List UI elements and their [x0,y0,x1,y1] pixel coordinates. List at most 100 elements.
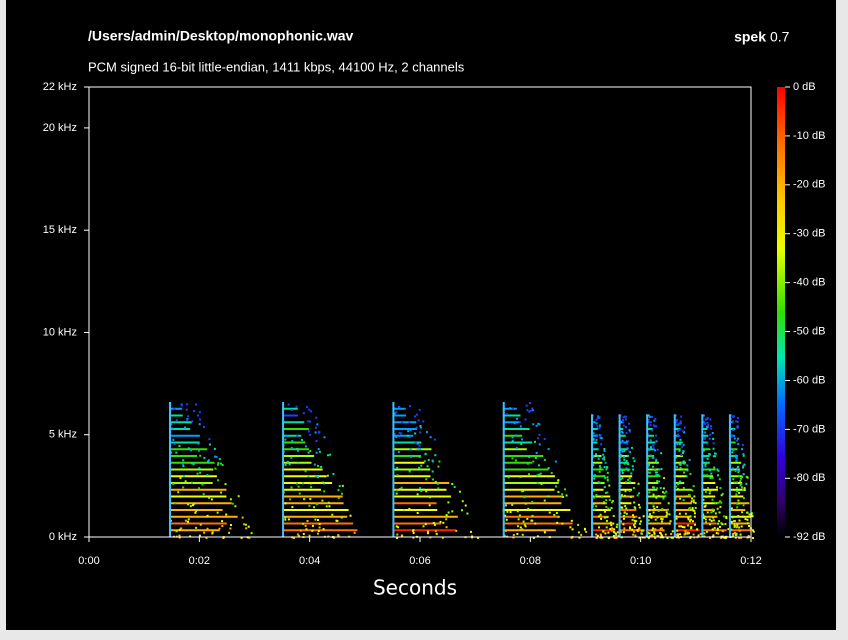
noise [627,440,629,442]
noise [694,512,696,514]
noise [221,520,223,522]
noise [654,469,656,471]
noise [705,491,707,493]
x-tick-label: 0:02 [189,555,210,567]
noise [632,457,634,459]
color-tick-label: 0 dB [793,81,816,93]
noise [653,487,655,489]
noise [599,434,601,436]
noise [183,475,185,477]
noise [310,482,312,484]
noise [622,472,624,474]
noise [547,495,549,497]
noise [338,489,340,491]
noise [315,475,317,477]
noise [743,455,745,457]
noise [286,435,288,437]
noise [648,449,650,451]
noise [621,506,623,508]
noise [211,498,213,500]
noise [310,486,312,488]
noise [190,505,192,507]
noise [737,443,739,445]
noise [418,467,420,469]
noise [686,475,688,477]
noise [595,505,597,507]
noise [743,504,745,506]
noise [709,492,711,494]
noise [657,474,659,476]
noise [514,422,516,424]
noise [182,463,184,465]
noise [527,508,529,510]
noise [523,521,525,523]
noise [596,425,598,427]
noise [308,505,310,507]
noise [616,524,618,526]
noise [562,496,564,498]
onset [392,402,394,537]
noise [677,430,679,432]
noise [314,464,316,466]
noise [709,434,711,436]
noise [658,510,660,512]
noise [316,452,318,454]
noise [320,466,322,468]
noise [508,476,510,478]
noise [461,509,463,511]
noise [296,435,298,437]
noise [660,532,662,534]
noise [631,529,633,531]
noise [710,473,712,475]
noise [455,530,457,532]
noise [599,437,601,439]
noise [417,493,419,495]
noise [709,438,711,440]
noise [736,525,738,527]
noise [600,518,602,520]
harmonic [392,469,430,471]
noise [638,504,640,506]
noise [648,509,650,511]
spek-window: /Users/admin/Desktop/monophonic.wav spek… [0,0,848,640]
window-background [6,0,836,630]
noise [662,498,664,500]
onset [591,414,593,537]
noise [677,483,679,485]
noise [234,505,236,507]
noise [623,518,625,520]
noise [616,526,618,528]
noise [651,416,653,418]
noise [634,520,636,522]
noise [617,531,619,533]
noise [422,525,424,527]
noise [708,453,710,455]
noise [418,419,420,421]
noise [653,533,655,535]
noise [599,465,601,467]
noise [326,505,328,507]
noise [303,412,305,414]
noise [651,515,653,517]
harmonic [503,415,521,417]
noise [215,456,217,458]
harmonic [282,469,322,471]
noise [735,470,737,472]
noise [171,427,173,429]
noise [522,490,524,492]
noise [753,531,755,533]
noise [561,493,563,495]
noise [606,476,608,478]
noise [744,487,746,489]
noise [742,453,744,455]
color-tick-label: -40 dB [793,277,825,289]
harmonic [282,523,353,525]
harmonic [503,516,559,518]
noise [527,463,529,465]
noise [470,531,472,533]
noise [634,535,636,537]
noise [437,487,439,489]
noise [638,492,640,494]
noise [689,459,691,461]
noise [528,456,530,458]
